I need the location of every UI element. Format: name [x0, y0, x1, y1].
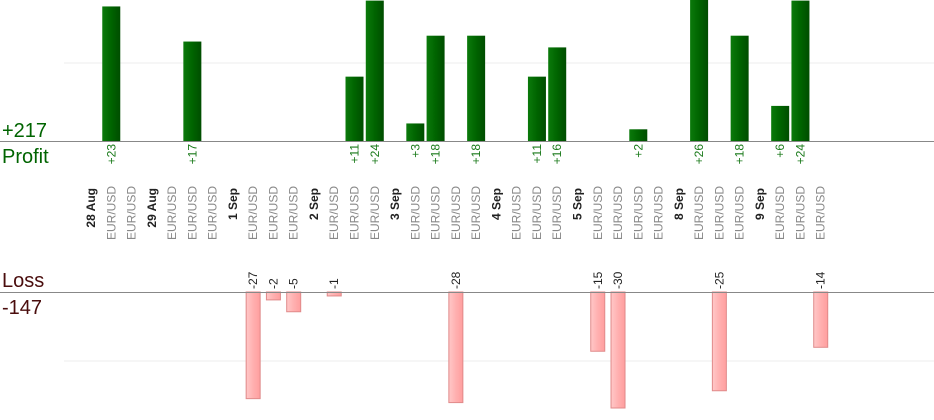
date-label: 9 Sep: [753, 188, 767, 220]
date-label: 2 Sep: [307, 188, 321, 220]
profit-value-label: +3: [408, 144, 422, 158]
pair-label: EUR/USD: [692, 186, 706, 240]
pair-label: EUR/USD: [206, 186, 220, 240]
loss-value-label: -25: [712, 271, 726, 289]
profit-value-label: +26: [692, 144, 706, 165]
pair-label: EUR/USD: [814, 186, 828, 240]
pair-label: EUR/USD: [631, 186, 645, 240]
pair-label: EUR/USD: [125, 186, 139, 240]
profit-value-label: +16: [550, 144, 564, 165]
profit-value-label: +11: [348, 144, 362, 164]
bars: [102, 0, 829, 409]
loss-value-label: -27: [246, 271, 260, 289]
date-label: 8 Sep: [672, 188, 686, 220]
loss-value-label: -30: [611, 271, 625, 289]
profit-bar: [426, 35, 445, 142]
loss-bar: [448, 291, 464, 404]
profit-bar: [467, 35, 486, 142]
pair-label: EUR/USD: [165, 186, 179, 240]
pair-label: EUR/USD: [469, 186, 483, 240]
pair-label: EUR/USD: [591, 186, 605, 240]
date-label: 29 Aug: [145, 188, 159, 228]
profit-bar: [102, 6, 121, 142]
profit-bar: [730, 35, 749, 142]
date-label: 5 Sep: [570, 188, 584, 220]
pair-label: EUR/USD: [793, 186, 807, 240]
loss-value-label: -15: [591, 271, 605, 289]
pair-label: EUR/USD: [266, 186, 280, 240]
pair-label: EUR/USD: [733, 186, 747, 240]
profit-bar: [771, 105, 790, 141]
loss-value-label: -28: [449, 271, 463, 289]
pair-label: EUR/USD: [550, 186, 564, 240]
loss-bar: [711, 291, 727, 392]
pair-label: EUR/USD: [368, 186, 382, 240]
profit-total: +217: [2, 120, 47, 142]
loss-bar: [265, 291, 281, 301]
profit-bar: [183, 41, 202, 141]
labels: 28 Aug EUR/USD +23 EUR/USD 29 Aug EUR/USD EUR/…: [84, 144, 828, 289]
pair-label: EUR/USD: [449, 186, 463, 240]
loss-bar: [590, 291, 606, 352]
profit-bar: [690, 0, 709, 141]
profit-bar: [791, 0, 810, 141]
loss-value-label: -14: [814, 271, 828, 289]
pair-label: EUR/USD: [530, 186, 544, 240]
profit-value-label: +24: [368, 144, 382, 165]
loss-total: -147: [2, 297, 42, 319]
profit-value-label: +11: [530, 144, 544, 164]
pair-label: EUR/USD: [611, 186, 625, 240]
profit-value-label: +6: [773, 144, 787, 158]
profit-value-label: +18: [429, 144, 443, 165]
profit-value-label: +18: [469, 144, 483, 165]
pair-label: EUR/USD: [773, 186, 787, 240]
pair-label: EUR/USD: [652, 186, 666, 240]
pair-label: EUR/USD: [510, 186, 524, 240]
profit-value-label: +2: [631, 144, 645, 158]
pair-label: EUR/USD: [246, 186, 260, 240]
loss-value-label: -5: [287, 278, 301, 289]
date-label: 4 Sep: [489, 188, 503, 220]
loss-value-label: -2: [266, 278, 280, 289]
profit-value-label: +18: [733, 144, 747, 165]
date-label: 28 Aug: [84, 188, 98, 228]
pair-label: EUR/USD: [185, 186, 199, 240]
loss-label: Loss: [2, 270, 44, 292]
pair-label: EUR/USD: [287, 186, 301, 240]
date-label: 3 Sep: [388, 188, 402, 220]
profit-bar: [365, 0, 384, 141]
pair-label: EUR/USD: [408, 186, 422, 240]
gridlines: [64, 62, 934, 362]
pair-label: EUR/USD: [348, 186, 362, 240]
pair-label: EUR/USD: [327, 186, 341, 240]
profit-bar: [527, 76, 546, 141]
profit-bar: [548, 47, 567, 141]
loss-value-label: -1: [327, 278, 341, 289]
profit-bar: [345, 76, 364, 141]
profit-value-label: +24: [793, 144, 807, 165]
profit-bar: [629, 129, 648, 141]
loss-bar: [813, 291, 829, 348]
loss-bar: [245, 291, 261, 400]
pair-label: EUR/USD: [712, 186, 726, 240]
pair-label: EUR/USD: [104, 186, 118, 240]
loss-bar: [286, 291, 302, 313]
date-label: 1 Sep: [226, 188, 240, 220]
profit-value-label: +17: [185, 144, 199, 165]
pair-label: EUR/USD: [429, 186, 443, 240]
loss-bar: [610, 291, 626, 409]
profit-value-label: +23: [104, 144, 118, 165]
axes: [0, 141, 934, 293]
profit-bar: [406, 123, 425, 141]
profit-label: Profit: [2, 146, 49, 168]
